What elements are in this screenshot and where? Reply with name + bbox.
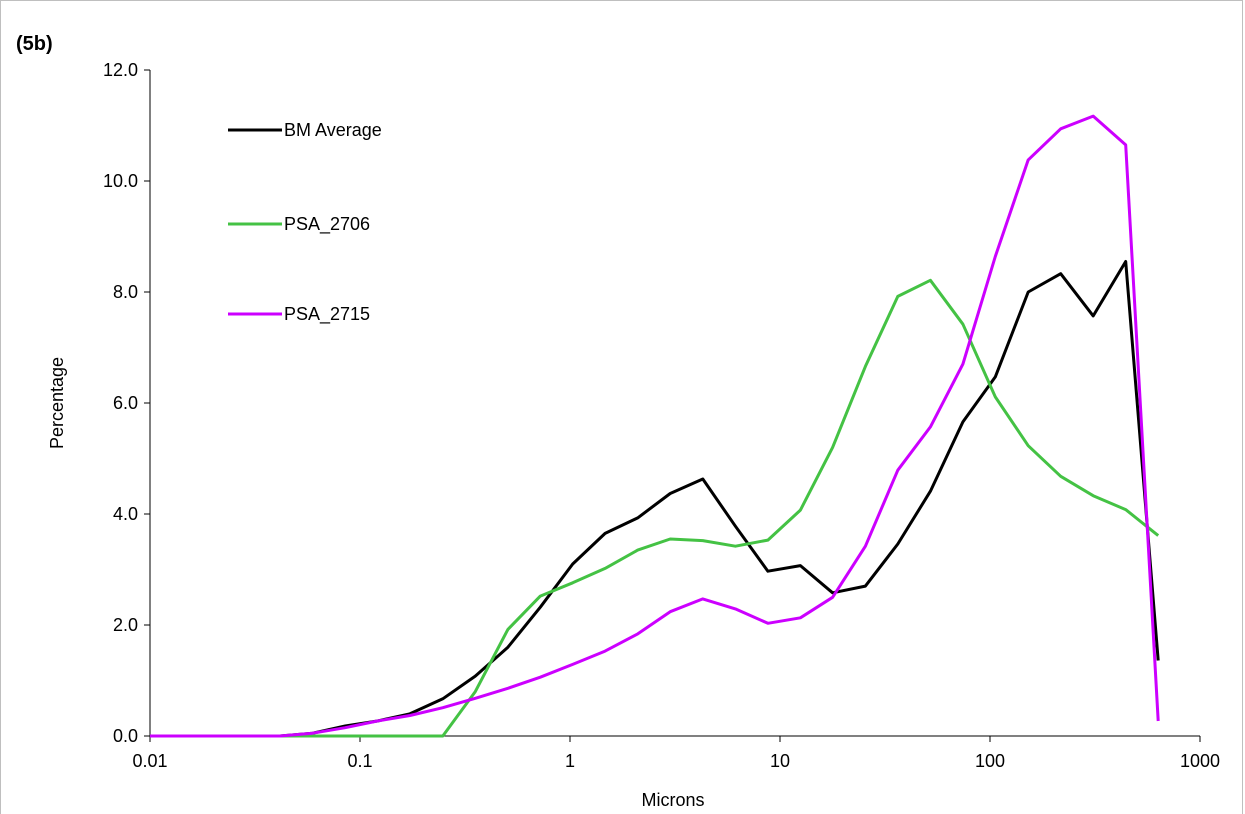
legend: BM Average PSA_2706 PSA_2715 xyxy=(228,120,382,325)
y-axis-ticks: 0.0 2.0 4.0 6.0 8.0 10.0 12.0 xyxy=(103,60,150,746)
x-tick-label: 100 xyxy=(975,751,1005,771)
y-tick-label: 2.0 xyxy=(113,615,138,635)
x-tick-label: 1000 xyxy=(1180,751,1220,771)
x-tick-label: 0.01 xyxy=(132,751,167,771)
series-line-bm-average xyxy=(150,260,1160,738)
x-tick-label: 10 xyxy=(770,751,790,771)
series-line-psa-2706 xyxy=(150,278,1160,738)
series-lines xyxy=(150,114,1160,738)
y-tick-label: 6.0 xyxy=(113,393,138,413)
y-tick-label: 10.0 xyxy=(103,171,138,191)
y-axis-title: Percentage xyxy=(47,357,67,449)
legend-label: PSA_2706 xyxy=(284,214,370,235)
y-tick-label: 12.0 xyxy=(103,60,138,80)
x-tick-label: 1 xyxy=(565,751,575,771)
x-axis-ticks: 0.01 0.1 1 10 100 1000 xyxy=(132,736,1220,771)
y-tick-label: 0.0 xyxy=(113,726,138,746)
x-axis-title: Microns xyxy=(641,790,704,810)
y-tick-label: 8.0 xyxy=(113,282,138,302)
legend-label: BM Average xyxy=(284,120,382,140)
panel-label: (5b) xyxy=(16,33,53,55)
y-tick-label: 4.0 xyxy=(113,504,138,524)
legend-label: PSA_2715 xyxy=(284,304,370,325)
series-line-psa-2715 xyxy=(150,114,1160,738)
x-tick-label: 0.1 xyxy=(347,751,372,771)
